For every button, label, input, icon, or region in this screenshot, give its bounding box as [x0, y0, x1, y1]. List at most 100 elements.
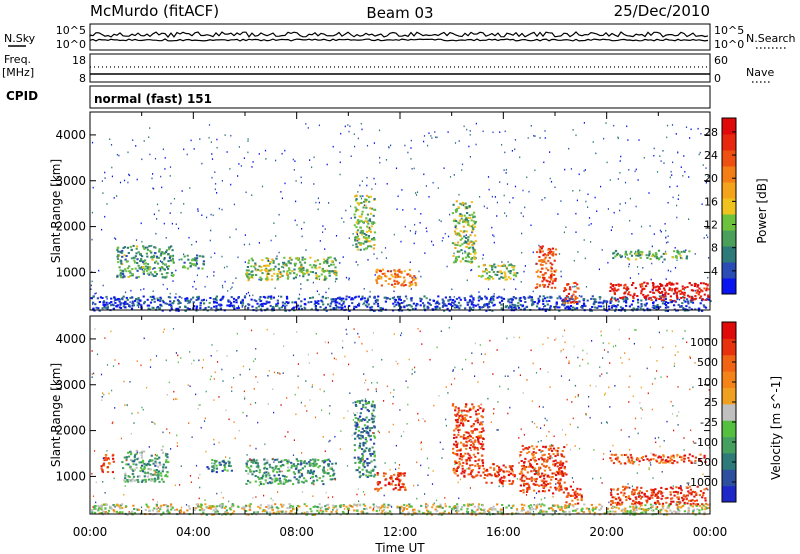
power-echo-cell: [455, 257, 458, 260]
velocity-echo-cell: [266, 467, 269, 470]
power-echo-cell: [539, 245, 542, 248]
power-colorbar-frame: [721, 117, 737, 295]
power-echo-cell: [419, 297, 422, 300]
power-echo-cell: [180, 258, 183, 261]
power-echo-cell: [243, 296, 247, 299]
power-echo-cell: [640, 303, 643, 305]
velocity-echo-cell: [382, 505, 385, 508]
power-echo-cell: [673, 250, 676, 253]
power-echo-cell: [355, 199, 358, 202]
power-echo-cell: [259, 308, 262, 311]
velocity-echo-cell: [122, 467, 125, 470]
velocity-echo-cell: [365, 440, 368, 443]
power-echo-cell: [149, 250, 152, 253]
power-echo-cell: [547, 259, 550, 262]
velocity-echo-cell: [592, 506, 595, 509]
power-echo-dot: [503, 288, 505, 291]
power-echo-cell: [539, 263, 542, 266]
velocity-echo-cell: [127, 463, 130, 466]
velocity-echo-cell: [157, 473, 160, 476]
velocity-echo-cell: [350, 505, 353, 508]
power-echo-cell: [472, 297, 475, 300]
velocity-echo-cell: [121, 503, 124, 506]
power-echo-cell: [393, 280, 396, 283]
power-echo-cell: [491, 266, 494, 269]
power-echo-cell: [163, 276, 166, 279]
power-echo-cell: [362, 229, 365, 232]
power-echo-cell: [676, 291, 679, 294]
power-echo-cell: [660, 255, 663, 258]
power-echo-cell: [177, 309, 180, 312]
velocity-echo-cell: [471, 437, 475, 440]
velocity-echo-cell: [469, 435, 472, 438]
power-echo-dot: [437, 187, 439, 189]
velocity-echo-cell: [576, 507, 579, 510]
velocity-echo-cell: [453, 433, 456, 436]
power-echo-cell: [425, 297, 428, 300]
velocity-echo-cell: [466, 510, 469, 513]
power-echo-cell: [500, 265, 503, 268]
power-echo-cell: [105, 295, 108, 298]
velocity-echo-cell: [123, 456, 126, 459]
power-echo-cell: [265, 301, 268, 304]
power-echo-cell: [544, 272, 547, 274]
power-echo-cell: [381, 307, 384, 310]
velocity-echo-cell: [254, 462, 258, 465]
power-echo-dot: [629, 277, 631, 279]
power-echo-cell: [462, 220, 465, 222]
power-echo-cell: [469, 225, 472, 228]
power-echo-cell: [695, 291, 698, 294]
power-echo-cell: [540, 247, 543, 250]
power-echo-cell: [121, 251, 124, 254]
power-echo-cell: [473, 225, 477, 228]
velocity-echo-cell: [527, 510, 530, 513]
power-echo-cell: [590, 309, 593, 312]
power-echo-cell: [311, 271, 314, 274]
power-echo-cell: [658, 291, 662, 294]
velocity-echo-cell: [223, 507, 226, 509]
power-echo-cell: [144, 262, 147, 265]
velocity-echo-cell: [293, 476, 296, 479]
power-echo-cell: [124, 258, 127, 261]
power-echo-cell: [316, 301, 319, 304]
velocity-echo-cell: [457, 429, 460, 432]
power-echo-dot: [458, 140, 460, 142]
velocity-echo-cell: [353, 456, 356, 459]
velocity-echo-cell: [362, 464, 365, 467]
power-echo-dot: [348, 277, 350, 280]
power-echo-cell: [451, 301, 454, 304]
velocity-echo-cell: [262, 474, 265, 477]
power-echo-dot: [283, 266, 285, 269]
power-echo-cell: [485, 269, 489, 272]
power-echo-cell: [460, 249, 463, 252]
power-echo-cell: [530, 296, 533, 299]
power-echo-dot: [625, 289, 627, 292]
velocity-echo-cell: [390, 477, 393, 480]
velocity-echo-cell: [477, 412, 480, 415]
power-echo-cell: [415, 283, 418, 286]
power-echo-cell: [230, 304, 233, 307]
velocity-echo-cell: [353, 509, 356, 512]
velocity-echo-cell: [458, 428, 461, 431]
velocity-echo-cell: [364, 437, 367, 439]
velocity-echo-cell: [280, 459, 283, 462]
power-echo-cell: [116, 249, 119, 252]
power-echo-cell: [514, 305, 517, 308]
power-echo-cell: [555, 302, 558, 305]
velocity-echo-cell: [150, 454, 153, 457]
power-echo-cell: [367, 235, 371, 237]
power-echo-cell: [403, 306, 406, 309]
power-echo-cell: [90, 297, 93, 300]
power-echo-cell: [299, 261, 302, 264]
power-echo-dot: [350, 205, 352, 208]
velocity-echo-cell: [131, 510, 134, 513]
power-echo-dot: [103, 301, 105, 303]
velocity-echo-cell: [94, 505, 97, 508]
velocity-echo-cell: [265, 475, 268, 478]
power-echo-cell: [116, 258, 120, 260]
power-echo-cell: [119, 250, 122, 253]
velocity-echo-cell: [481, 504, 484, 507]
power-echo-cell: [549, 274, 553, 277]
velocity-echo-cell: [692, 508, 695, 511]
velocity-echo-cell: [544, 510, 547, 513]
